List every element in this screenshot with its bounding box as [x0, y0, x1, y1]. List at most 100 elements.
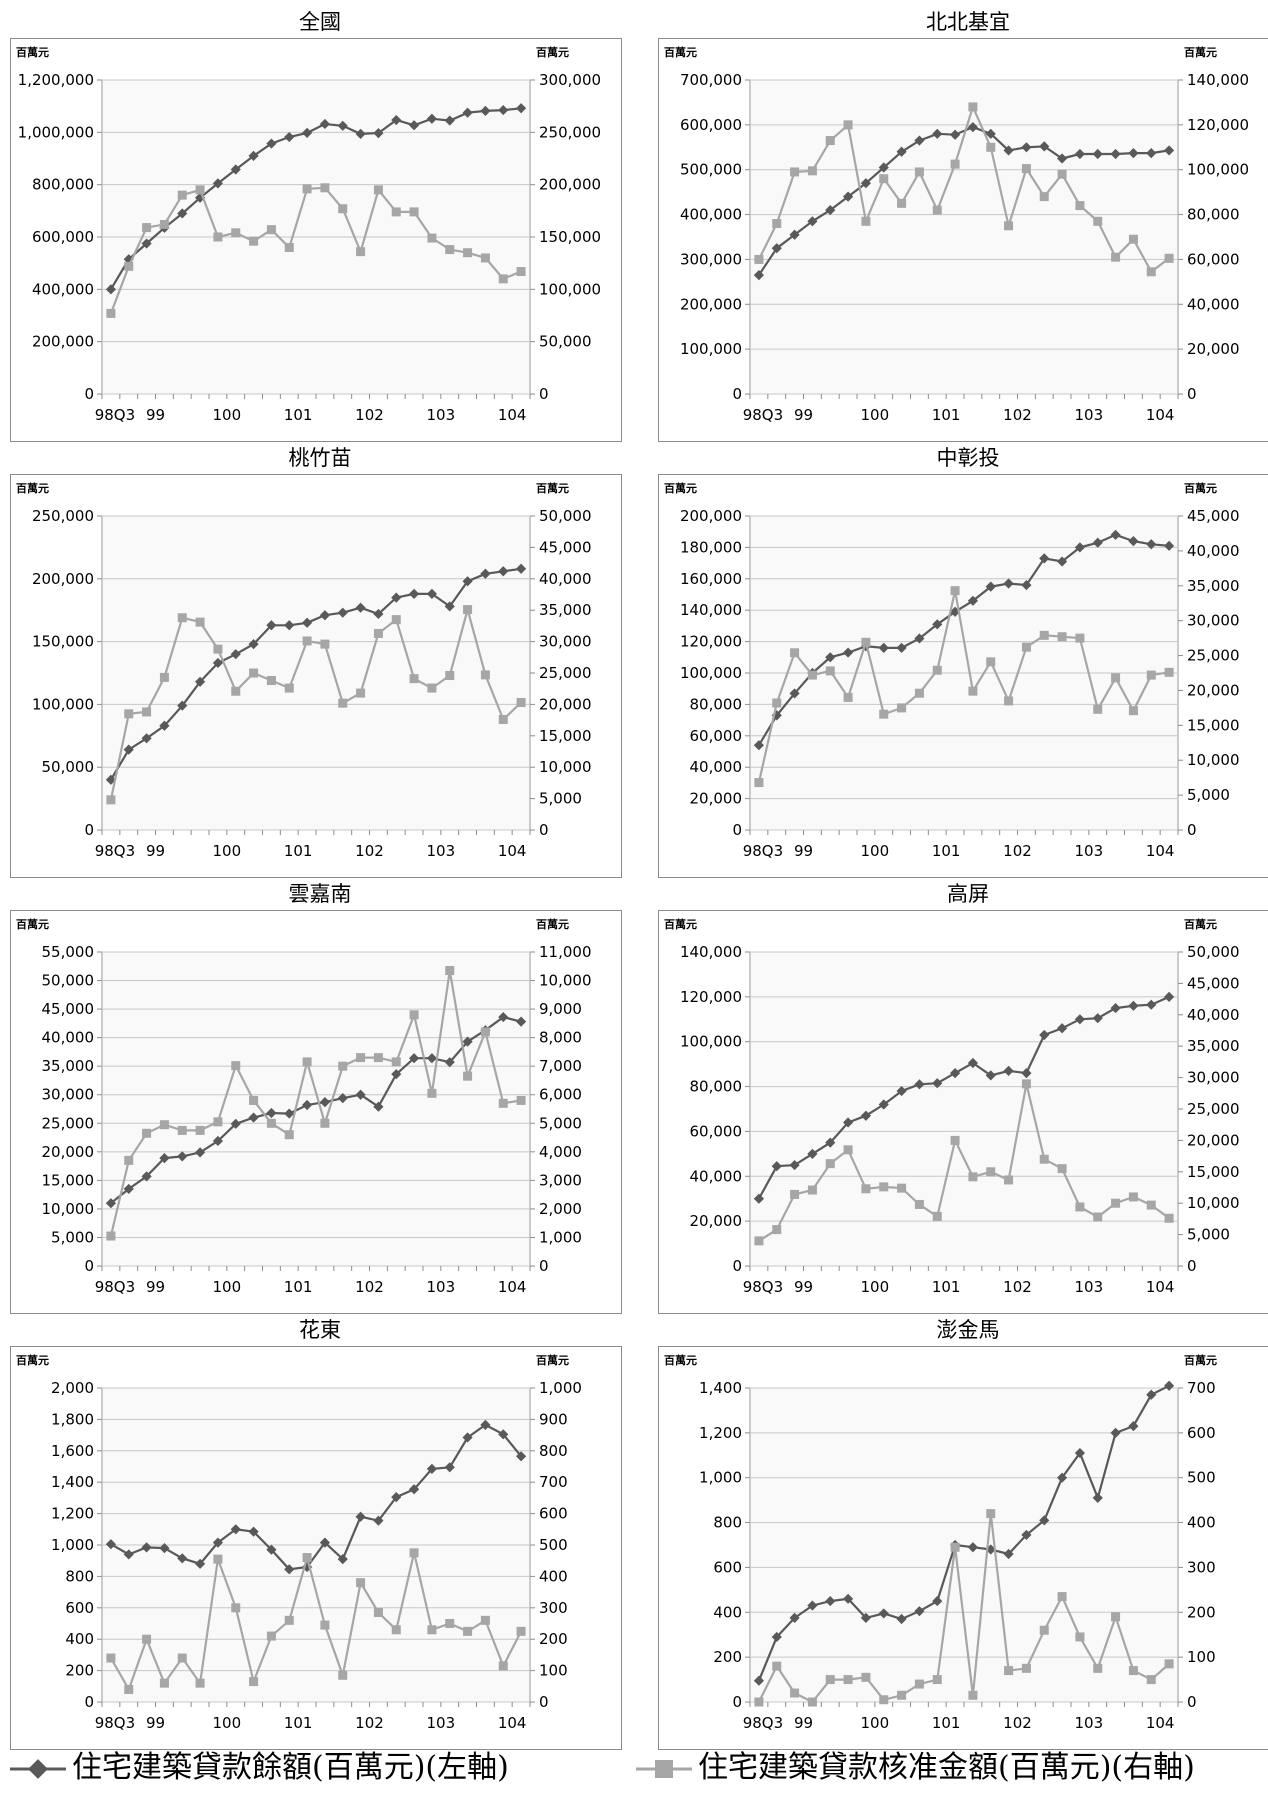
- point-marker-right: [807, 166, 817, 176]
- point-marker-right: [1146, 267, 1156, 277]
- point-marker-right: [213, 232, 223, 242]
- left-tick-label: 700,000: [680, 71, 742, 89]
- left-tick-label: 1,000: [51, 1536, 94, 1554]
- x-tick-label: 99: [794, 842, 813, 860]
- point-marker-left: [515, 563, 527, 574]
- right-tick-label: 35,000: [539, 601, 592, 619]
- left-tick-label: 40,000: [690, 758, 743, 776]
- right-axis-unit: 百萬元: [1184, 45, 1217, 59]
- left-tick-label: 140,000: [680, 601, 742, 619]
- point-marker-left: [230, 164, 241, 175]
- left-tick-label: 80,000: [690, 695, 743, 713]
- point-marker-right: [1057, 632, 1067, 642]
- point-marker-right: [968, 102, 978, 112]
- left-tick-label: 1,200,000: [18, 71, 94, 89]
- point-marker-right: [159, 1678, 169, 1688]
- x-tick-label: 102: [355, 842, 384, 860]
- point-marker-right: [861, 637, 871, 647]
- point-marker-right: [825, 1675, 835, 1685]
- point-marker-right: [772, 1225, 782, 1235]
- left-tick-label: 400,000: [680, 206, 742, 224]
- point-marker-left: [230, 649, 241, 660]
- point-marker-left: [212, 657, 224, 669]
- point-marker-left: [105, 284, 117, 295]
- point-marker-right: [932, 1675, 942, 1685]
- left-tick-label: 60,000: [690, 1122, 743, 1140]
- left-tick-label: 0: [732, 821, 742, 839]
- chart-svg: 0 5,000 10,000 15,000 20,000 25,000 30,000 35,0…: [10, 910, 622, 1314]
- x-tick-label: 102: [355, 1714, 384, 1732]
- point-marker-right: [249, 1095, 259, 1105]
- x-tick-label: 100: [861, 1714, 890, 1732]
- series-line-right: [757, 103, 1170, 274]
- right-tick-label: 30,000: [539, 633, 592, 651]
- point-marker-right: [1075, 633, 1085, 643]
- point-marker-left: [753, 1675, 765, 1686]
- left-tick-label: 25,000: [42, 1114, 95, 1132]
- point-marker-left: [1092, 148, 1103, 160]
- x-tick-label: 101: [932, 842, 961, 860]
- x-tick-label: 102: [1003, 1714, 1032, 1732]
- left-tick-label: 50,000: [42, 972, 95, 990]
- right-tick-label: 1,000: [539, 1379, 582, 1397]
- chart-panel: 雲嘉南 0 5,000 10,000 15,000 20,000 25,000 30,000 3…: [10, 878, 630, 1318]
- left-tick-label: 600,000: [32, 228, 94, 246]
- x-tick-label: 103: [427, 406, 456, 424]
- x-tick-label: 104: [498, 1278, 527, 1296]
- left-axis-unit: 百萬元: [16, 481, 49, 495]
- point-marker-right: [142, 1128, 152, 1138]
- left-tick-label: 1,200: [51, 1505, 94, 1523]
- chart-title: 花東: [299, 1318, 341, 1342]
- x-tick-label: 101: [284, 406, 313, 424]
- left-tick-label: 400,000: [32, 280, 94, 298]
- point-marker-right: [480, 670, 490, 680]
- chart-svg: 0 20,000 40,000 60,000 80,000 100,000 120,000 1…: [658, 474, 1268, 878]
- left-tick-label: 250,000: [32, 507, 94, 525]
- x-tick-label: 98Q3: [95, 1714, 135, 1732]
- point-marker-right: [445, 671, 455, 681]
- right-tick-label: 0: [539, 1257, 549, 1275]
- left-tick-label: 1,200: [699, 1424, 742, 1442]
- point-marker-right: [807, 1185, 817, 1195]
- point-marker-right: [1039, 1154, 1049, 1164]
- left-tick-label: 1,400: [699, 1379, 742, 1397]
- point-marker-right: [106, 795, 116, 805]
- point-marker-right: [480, 1027, 490, 1037]
- left-tick-label: 0: [84, 821, 94, 839]
- point-marker-right: [195, 1678, 205, 1688]
- left-axis-unit: 百萬元: [664, 917, 697, 931]
- left-tick-label: 800,000: [32, 176, 94, 194]
- x-tick-label: 100: [861, 1278, 890, 1296]
- plot-area: [101, 951, 531, 1267]
- chart-svg: 0 50,000 100,000 150,000 200,000 250,000 0 5,00…: [10, 474, 622, 878]
- point-marker-right: [213, 644, 223, 654]
- left-tick-label: 15,000: [42, 1171, 95, 1189]
- point-marker-right: [932, 205, 942, 215]
- legend-item-right-series: 住宅建築貸款核准金額(百萬元)(右軸): [636, 1744, 1195, 1792]
- x-tick-label: 104: [1146, 842, 1175, 860]
- x-tick-label: 104: [498, 406, 527, 424]
- point-marker-left: [1146, 999, 1157, 1010]
- x-tick-label: 102: [1003, 1278, 1032, 1296]
- point-marker-left: [515, 1451, 527, 1462]
- point-marker-right: [391, 207, 401, 217]
- left-tick-label: 200,000: [32, 333, 94, 351]
- point-marker-right: [1111, 673, 1121, 683]
- point-marker-left: [1092, 537, 1103, 548]
- right-tick-label: 900: [539, 1410, 568, 1428]
- point-marker-right: [231, 1603, 241, 1613]
- left-tick-label: 300,000: [680, 250, 742, 268]
- left-tick-label: 20,000: [42, 1143, 95, 1161]
- point-marker-right: [302, 1057, 312, 1067]
- right-tick-label: 30,000: [1187, 612, 1240, 630]
- point-marker-left: [266, 138, 277, 149]
- point-marker-left: [373, 128, 384, 139]
- left-tick-label: 5,000: [51, 1228, 94, 1246]
- point-marker-right: [861, 216, 871, 226]
- point-marker-left: [408, 1053, 420, 1064]
- point-marker-left: [1039, 1029, 1050, 1041]
- x-tick-label: 102: [355, 1278, 384, 1296]
- left-tick-label: 200: [65, 1662, 94, 1680]
- point-marker-right: [754, 1697, 764, 1707]
- point-marker-left: [194, 1147, 206, 1158]
